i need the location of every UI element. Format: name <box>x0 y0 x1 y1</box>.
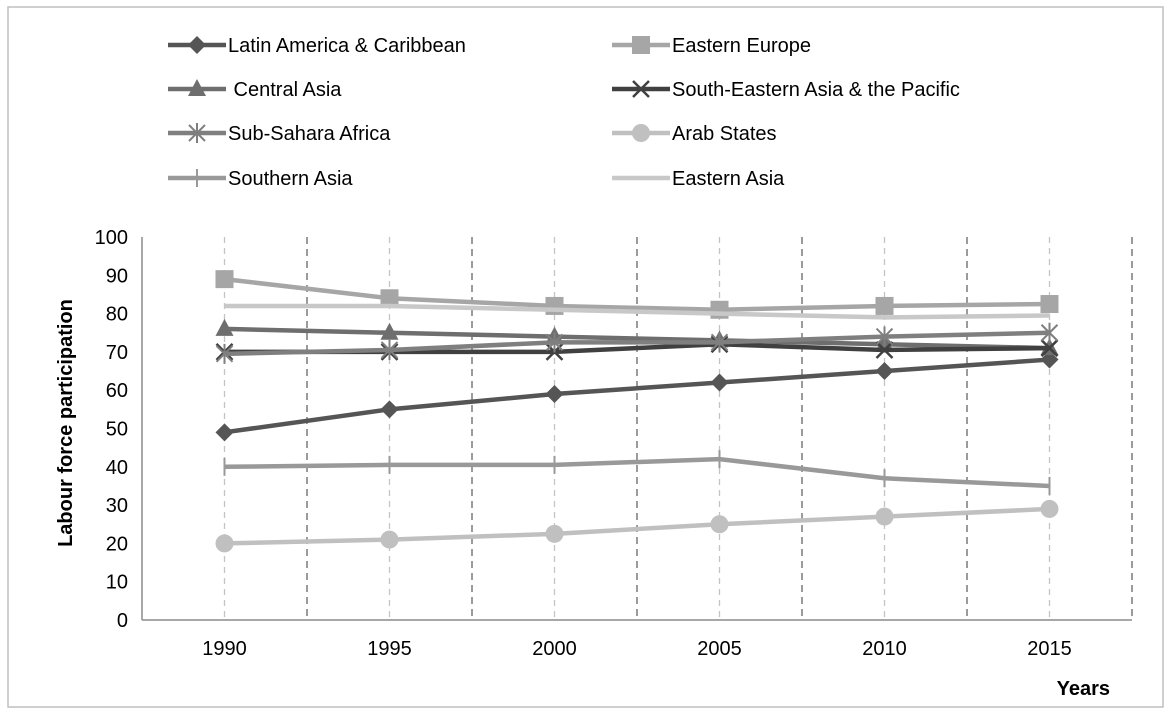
data-point <box>380 339 399 360</box>
data-point <box>545 524 564 543</box>
y-tick-label: 60 <box>106 380 128 402</box>
data-point <box>215 318 234 336</box>
axes <box>141 237 1132 621</box>
series-line <box>224 326 1050 351</box>
data-point <box>1040 339 1059 357</box>
series-line <box>224 506 1050 546</box>
y-tick-label: 20 <box>106 533 128 555</box>
legend-marker <box>632 80 650 98</box>
y-tick-label: 100 <box>95 227 128 249</box>
y-tick-labels: 0 10 20 30 40 50 60 70 80 90 100 <box>95 227 128 632</box>
legend: Latin America & Caribbean Eastern Europe … <box>168 35 960 190</box>
y-tick-label: 80 <box>106 304 128 326</box>
data-point <box>380 289 399 308</box>
data-point <box>380 322 399 340</box>
legend-item: Latin America & Caribbean <box>168 35 466 57</box>
x-tick-label: 2010 <box>862 638 907 660</box>
x-tick-labels: 1990 1995 2000 2005 2010 2015 <box>202 638 1072 660</box>
legend-item: Eastern Asia <box>612 168 785 190</box>
y-tick-label: 40 <box>106 457 128 479</box>
series-7 <box>224 303 1050 320</box>
data-point <box>380 400 399 419</box>
legend-item: Arab States <box>612 123 777 145</box>
legend-label: Latin America & Caribbean <box>228 35 466 57</box>
legend-label: Southern Asia <box>228 168 353 190</box>
data-point <box>875 341 894 359</box>
legend-item: Eastern Europe <box>612 35 811 57</box>
series-6 <box>223 450 1051 495</box>
y-tick-label: 50 <box>106 419 128 441</box>
data-point <box>545 385 564 404</box>
data-point <box>1040 322 1059 343</box>
data-point <box>380 530 399 549</box>
data-point <box>710 332 729 353</box>
legend-marker <box>188 123 206 143</box>
legend-item: South-Eastern Asia & the Pacific <box>612 79 960 101</box>
legend-label: South-Eastern Asia & the Pacific <box>672 79 960 101</box>
y-tick-label: 30 <box>106 495 128 517</box>
legend-label: Arab States <box>672 123 777 145</box>
legend-label: Eastern Europe <box>672 35 811 57</box>
data-point <box>875 507 894 526</box>
y-tick-label: 10 <box>106 572 128 594</box>
data-point <box>1040 295 1059 314</box>
legend-item: Southern Asia <box>168 168 353 190</box>
series-line <box>224 303 1050 320</box>
legend-marker <box>632 124 650 142</box>
data-point <box>1040 499 1059 518</box>
series-line <box>224 357 1050 435</box>
y-tick-label: 90 <box>106 265 128 287</box>
series-1 <box>215 270 1059 319</box>
data-point <box>215 270 234 289</box>
data-point <box>215 343 234 364</box>
data-point <box>875 362 894 381</box>
data-point <box>710 515 729 534</box>
data-point <box>875 326 894 347</box>
data-point <box>545 296 564 315</box>
x-tick-label: 2005 <box>697 638 742 660</box>
series-4 <box>215 322 1059 364</box>
x-tick-label: 2000 <box>532 638 577 660</box>
y-axis-title: Labour force participation <box>55 299 77 547</box>
x-tick-label: 1990 <box>202 638 247 660</box>
legend-item: Central Asia <box>168 79 342 101</box>
x-tick-label: 1995 <box>367 638 412 660</box>
x-axis-title: Years <box>1057 678 1110 700</box>
data-point <box>215 423 234 442</box>
chart-border <box>7 6 1164 708</box>
legend-label: Eastern Asia <box>672 168 785 190</box>
series-line <box>224 456 1050 489</box>
data-point <box>875 296 894 315</box>
data-point <box>710 373 729 392</box>
legend-label: Central Asia <box>228 79 342 101</box>
data-point <box>545 332 564 353</box>
legend-marker <box>188 36 206 54</box>
series-5 <box>215 499 1059 553</box>
y-tick-label: 70 <box>106 342 128 364</box>
series-group <box>215 270 1059 553</box>
series-line <box>224 276 1050 313</box>
legend-marker <box>632 36 650 54</box>
data-point <box>710 300 729 319</box>
x-tick-label: 2015 <box>1027 638 1072 660</box>
legend-item: Sub-Sahara Africa <box>168 123 391 145</box>
series-line <box>224 330 1050 357</box>
y-tick-label: 0 <box>117 610 128 632</box>
data-point <box>215 534 234 553</box>
legend-label: Sub-Sahara Africa <box>228 123 391 145</box>
legend-marker <box>188 79 206 96</box>
